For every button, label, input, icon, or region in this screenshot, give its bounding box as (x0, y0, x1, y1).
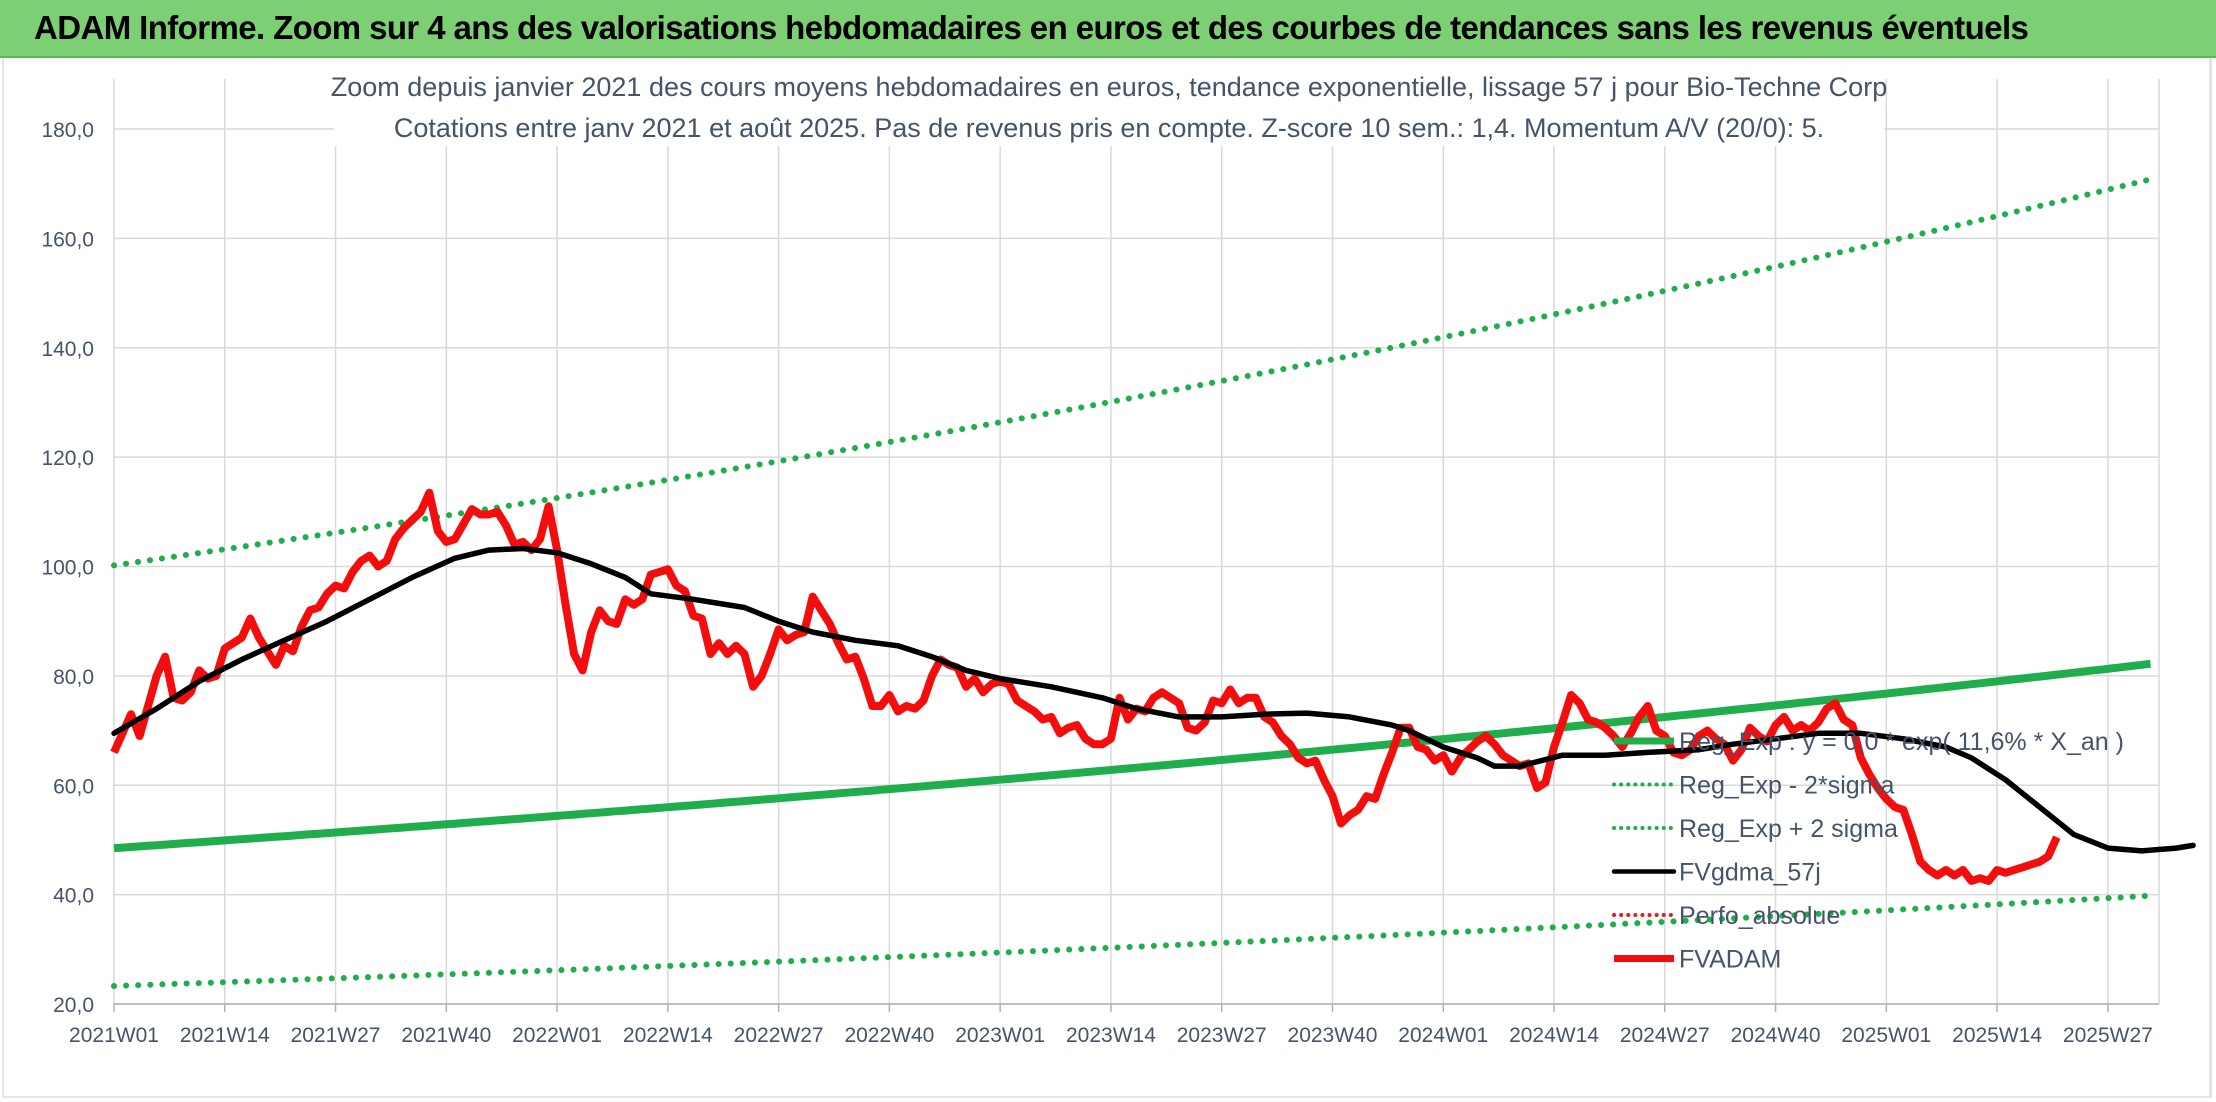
x-tick-label: 2024W14 (1509, 1024, 1599, 1047)
y-tick-label: 100,0 (41, 557, 94, 580)
x-tick-label: 2025W14 (1952, 1024, 2042, 1047)
chart-title: Zoom depuis janvier 2021 des cours moyen… (331, 72, 1887, 102)
y-tick-label: 120,0 (41, 447, 94, 470)
y-tick-label: 180,0 (41, 119, 94, 142)
x-tick-label: 2022W01 (512, 1024, 602, 1047)
banner: ADAM Informe. Zoom sur 4 ans des valoris… (0, 0, 2216, 58)
x-tick-label: 2023W27 (1177, 1024, 1267, 1047)
y-axis-ticks: 20,0 40,0 60,0 80,0 100,0 120,0 140,0 160,0 180,… (41, 119, 94, 1017)
series-line (113, 659, 2151, 853)
x-tick-label: 2025W27 (2063, 1024, 2153, 1047)
series-lines (110, 176, 2196, 989)
y-tick-label: 20,0 (53, 994, 94, 1017)
y-tick-label: 140,0 (41, 338, 94, 361)
legend-label: FVADAM (1679, 946, 1781, 974)
legend-label: FVgdma_57j (1679, 859, 1821, 887)
chart-titles: Zoom depuis janvier 2021 des cours moyen… (331, 60, 1887, 146)
y-tick-label: 40,0 (53, 885, 94, 908)
x-tick-label: 2022W14 (623, 1024, 713, 1047)
series-line (110, 488, 2061, 885)
x-tick-label: 2021W40 (401, 1024, 491, 1047)
series-line (111, 545, 2196, 854)
x-tick-label: 2023W01 (955, 1024, 1045, 1047)
legend-label: Reg_Exp + 2 sigma (1679, 815, 1898, 843)
x-tick-label: 2024W01 (1398, 1024, 1488, 1047)
gridlines (113, 79, 2160, 1012)
series-line (111, 892, 2154, 989)
x-tick-label: 2023W40 (1288, 1024, 1378, 1047)
x-tick-label: 2023W14 (1066, 1024, 1156, 1047)
legend-label: Reg_Exp - 2*sigma (1679, 772, 1894, 800)
x-tick-label: 2025W01 (1841, 1024, 1931, 1047)
x-tick-label: 2022W40 (844, 1024, 934, 1047)
chart-frame: 20,0 40,0 60,0 80,0 100,0 120,0 140,0 160,0 180,… (2, 58, 2212, 1098)
y-tick-label: 160,0 (41, 228, 94, 251)
x-tick-label: 2021W14 (180, 1024, 270, 1047)
y-tick-label: 80,0 (53, 666, 94, 689)
x-tick-label: 2024W40 (1731, 1024, 1821, 1047)
legend: Reg_Exp : y = 0,0 * exp( 11,6% * X_an ) R… (1611, 728, 2124, 974)
chart-subtitle: Cotations entre janv 2021 et août 2025. … (394, 113, 1824, 143)
x-tick-label: 2024W27 (1620, 1024, 1710, 1047)
legend-label: Reg_Exp : y = 0,0 * exp( 11,6% * X_an ) (1679, 728, 2124, 756)
legend-label: Perfo_absolue (1679, 902, 1840, 930)
x-tick-label: 2021W01 (69, 1024, 159, 1047)
banner-title: ADAM Informe. Zoom sur 4 ans des valoris… (34, 9, 2029, 46)
chart: 20,0 40,0 60,0 80,0 100,0 120,0 140,0 160,0 180,… (41, 60, 2196, 1047)
x-tick-label: 2022W27 (734, 1024, 824, 1047)
x-axis-ticks: 2021W01 2021W14 2021W27 2021W40 2022W01 2022W… (69, 1024, 2153, 1047)
x-tick-label: 2021W27 (291, 1024, 381, 1047)
y-tick-label: 60,0 (53, 775, 94, 798)
